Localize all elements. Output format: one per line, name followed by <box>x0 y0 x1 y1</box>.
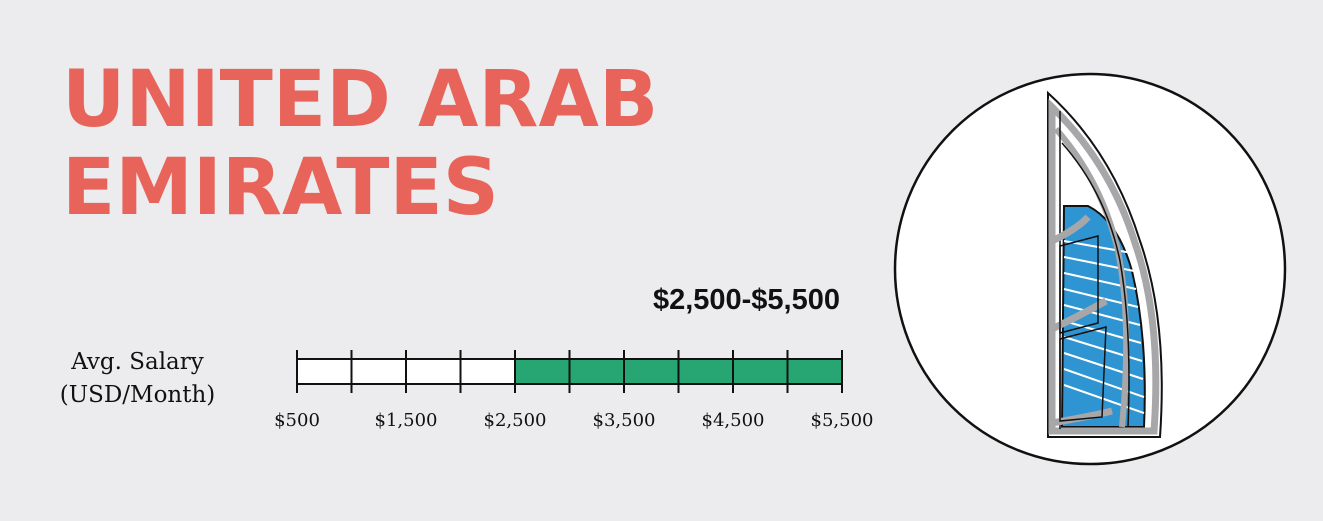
tower-inner-arc-edge <box>1061 142 1130 428</box>
tower-frame-band <box>1048 98 1160 435</box>
salary-axis-label: Avg. Salary (USD/Month) <box>30 346 245 412</box>
tower-frame-outer <box>1047 90 1163 438</box>
tick-label: $5,500 <box>811 410 874 431</box>
page-title: UNITED ARAB EMIRATES <box>62 56 658 232</box>
axis-label-line-2: (USD/Month) <box>59 382 216 408</box>
tick-label: $2,500 <box>484 410 547 431</box>
tick-label: $3,500 <box>593 410 656 431</box>
title-line-2: EMIRATES <box>62 143 499 233</box>
tower-brace-edges <box>1059 235 1107 422</box>
tick-label: $1,500 <box>375 410 438 431</box>
tick-label: $500 <box>274 410 320 431</box>
title-line-1: UNITED ARAB <box>62 55 659 145</box>
salary-range-label: $2,500-$5,500 <box>652 284 840 316</box>
axis-label-line-1: Avg. Salary <box>71 349 204 375</box>
tick-label: $4,500 <box>702 410 765 431</box>
tower-braces <box>1050 214 1113 427</box>
salary-range-chart: $500 $1,500 $2,500 $3,500 $4,500 $5,500 <box>274 350 874 431</box>
burj-al-arab-icon <box>893 72 1287 466</box>
